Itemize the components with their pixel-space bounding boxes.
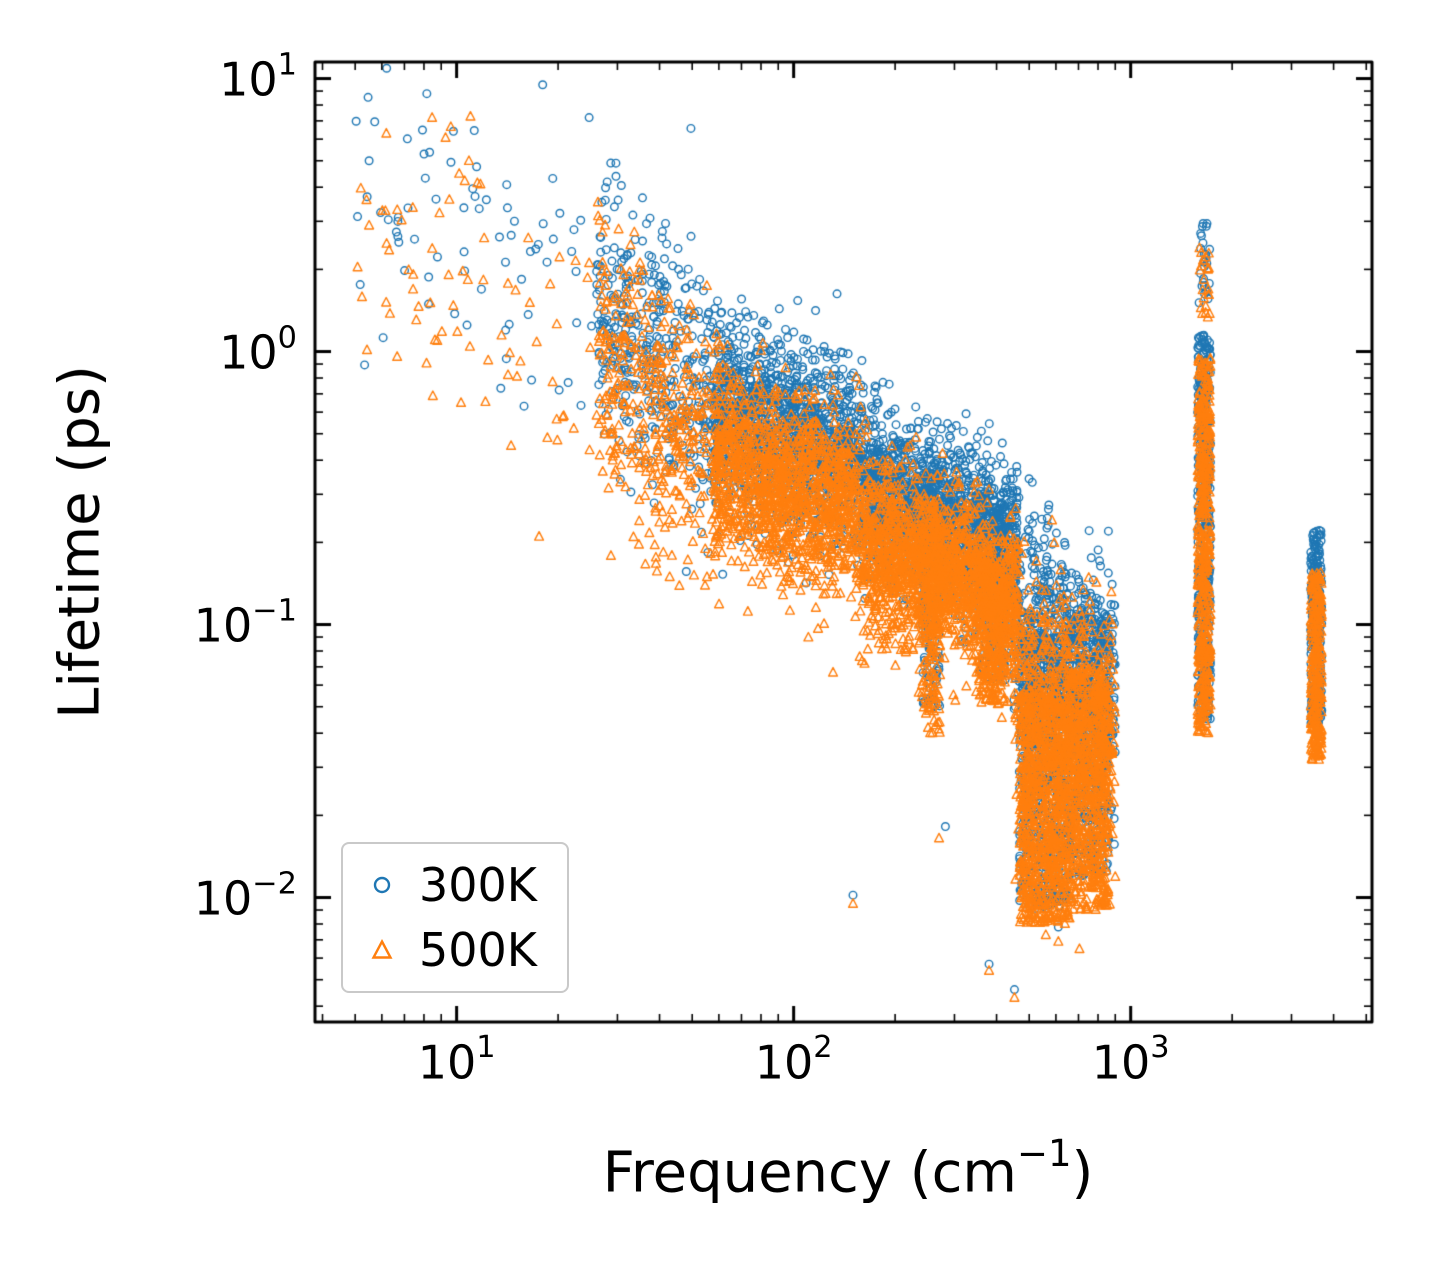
- x-tick-label: 102: [754, 1030, 833, 1090]
- x-axis-label-exponent: −1: [1016, 1132, 1072, 1176]
- legend-label-300K: 300K: [419, 858, 537, 912]
- legend-entry-300K: 300K: [361, 860, 537, 911]
- triangle-marker-icon: [361, 938, 403, 962]
- y-tick-label: 10−1: [193, 593, 297, 653]
- x-axis-label-post: ): [1071, 1140, 1094, 1206]
- legend: 300K 500K: [341, 842, 569, 994]
- y-tick-label: 100: [219, 320, 297, 380]
- y-axis-label: Lifetime (ps): [48, 365, 113, 719]
- x-axis-label-pre: Frequency (cm: [602, 1140, 1017, 1206]
- x-tick-label: 103: [1091, 1030, 1170, 1090]
- y-tick-label: 10−2: [193, 866, 297, 926]
- x-axis-label: Frequency (cm−1): [602, 1132, 1094, 1206]
- x-tick-label: 101: [417, 1030, 496, 1090]
- triangle-marker-glyph: [371, 938, 393, 959]
- legend-entry-500K: 500K: [361, 922, 537, 977]
- legend-label-500K: 500K: [419, 922, 537, 977]
- y-tick-label: 101: [219, 47, 297, 107]
- circle-marker-glyph: [373, 877, 391, 894]
- y-axis-label-text: Lifetime (ps): [47, 365, 113, 719]
- circle-marker-icon: [361, 873, 403, 897]
